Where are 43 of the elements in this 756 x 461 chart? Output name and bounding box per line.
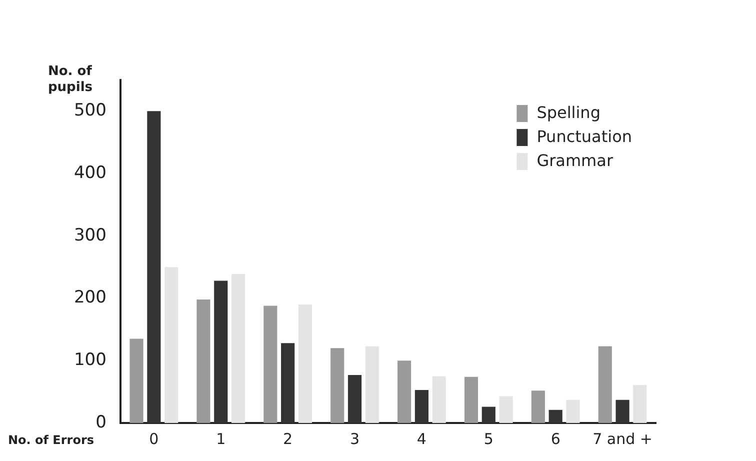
bar xyxy=(281,343,295,423)
x-tick-label: 0 xyxy=(149,430,159,448)
bar xyxy=(566,400,580,423)
bar xyxy=(298,304,312,423)
x-tick-label: 2 xyxy=(283,430,293,448)
y-tick-label: 300 xyxy=(74,225,106,246)
y-tick-label: 400 xyxy=(74,162,106,183)
bar xyxy=(164,267,178,423)
bar xyxy=(214,280,228,423)
y-axis-title: No. of pupils xyxy=(48,64,93,95)
legend-label: Spelling xyxy=(536,103,600,122)
x-tick-label: 4 xyxy=(416,430,426,448)
x-tick-label: 7 and + xyxy=(592,430,652,448)
bar xyxy=(598,346,612,423)
legend-label: Punctuation xyxy=(536,127,632,146)
bar xyxy=(264,306,278,423)
legend-label: Grammar xyxy=(536,151,614,170)
x-axis-title: No. of Errors xyxy=(8,433,94,448)
x-tick-label: 6 xyxy=(550,430,560,448)
y-tick-label: 0 xyxy=(96,412,106,432)
bar xyxy=(432,376,446,423)
bar xyxy=(499,396,513,423)
x-tick-label: 1 xyxy=(216,430,226,448)
bar xyxy=(633,384,647,423)
bar xyxy=(398,360,412,423)
bar xyxy=(196,300,210,423)
y-tick-label: 200 xyxy=(74,288,106,308)
bar xyxy=(130,338,144,423)
bar xyxy=(147,111,161,423)
bar xyxy=(348,374,362,423)
bar xyxy=(616,400,630,423)
bar xyxy=(531,390,545,423)
bar xyxy=(330,348,344,423)
y-tick-label: 500 xyxy=(74,100,106,121)
bar xyxy=(548,410,562,423)
y-tick-label: 100 xyxy=(74,350,106,370)
bar xyxy=(414,390,428,423)
bar xyxy=(464,376,478,423)
bar xyxy=(365,346,379,423)
bar xyxy=(482,406,496,423)
x-tick-label: 5 xyxy=(484,430,494,448)
x-tick-label: 3 xyxy=(350,430,360,448)
bar xyxy=(231,274,246,423)
